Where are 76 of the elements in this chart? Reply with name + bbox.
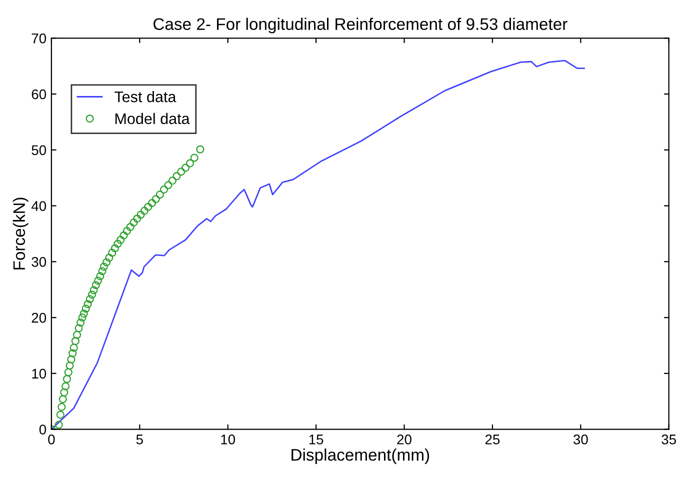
point [168,176,176,185]
x-tick-label: 0 [48,434,55,444]
point [144,202,152,211]
point [140,206,148,215]
point [152,195,160,204]
point [108,248,116,257]
y-tick-label: 70 [32,33,46,44]
point [78,314,86,322]
line-series [51,60,585,430]
point [130,218,138,227]
point [126,223,134,232]
x-tick-label: 35 [662,434,676,444]
point [60,388,68,396]
point [58,395,67,404]
point [74,324,83,332]
point [100,262,108,271]
point [148,198,156,208]
point [156,190,164,199]
x-tick-label: 5 [136,434,143,444]
point [172,172,181,180]
point [80,310,88,318]
legend-label: Model data [115,112,190,124]
point [76,318,85,327]
point [160,186,168,194]
chart-title: Case 2- For longitudinal Reinforcement of 9.53 diameter [153,18,568,34]
point [105,254,114,262]
point [90,286,98,294]
point [82,304,90,313]
point [114,240,122,248]
point [164,181,172,190]
x-tick-label: 30 [573,434,588,444]
point [86,295,94,304]
point [54,420,63,429]
point [62,374,71,384]
point [186,159,194,168]
point [84,300,92,308]
point [64,368,72,376]
y-tick-label: 20 [32,312,46,323]
point [71,336,80,346]
y-tick-label: 50 [32,145,46,156]
point [133,214,142,223]
y-tick-label: 0 [39,424,46,434]
point [181,164,190,172]
point [98,267,106,276]
point [110,244,119,252]
x-axis-title: Displacement(mm) [292,448,430,464]
point [96,272,104,280]
point [70,344,78,352]
x-tick-label: 10 [221,434,236,444]
x-tick-label: 20 [397,434,412,444]
point [66,362,74,370]
y-tick-label: 40 [31,201,46,211]
point [196,145,204,154]
point [190,154,198,162]
y-tick-label: 30 [32,257,46,267]
point [58,402,66,411]
legend-label: Test data [114,91,176,102]
point [73,330,82,339]
point [67,355,76,364]
point [122,226,131,235]
point [136,210,145,219]
y-tick-label: 60 [32,89,46,100]
point [62,382,70,390]
y-axis-title: Force(kN) [12,198,28,270]
point [92,281,100,290]
point [88,290,96,299]
x-tick-label: 15 [309,434,324,444]
point [177,168,186,176]
point [102,258,111,266]
point [68,349,77,358]
x-tick-label: 25 [485,434,500,444]
point [116,236,125,244]
point [94,276,102,285]
y-tick-label: 10 [32,368,46,379]
point [56,410,64,419]
point [120,231,128,240]
